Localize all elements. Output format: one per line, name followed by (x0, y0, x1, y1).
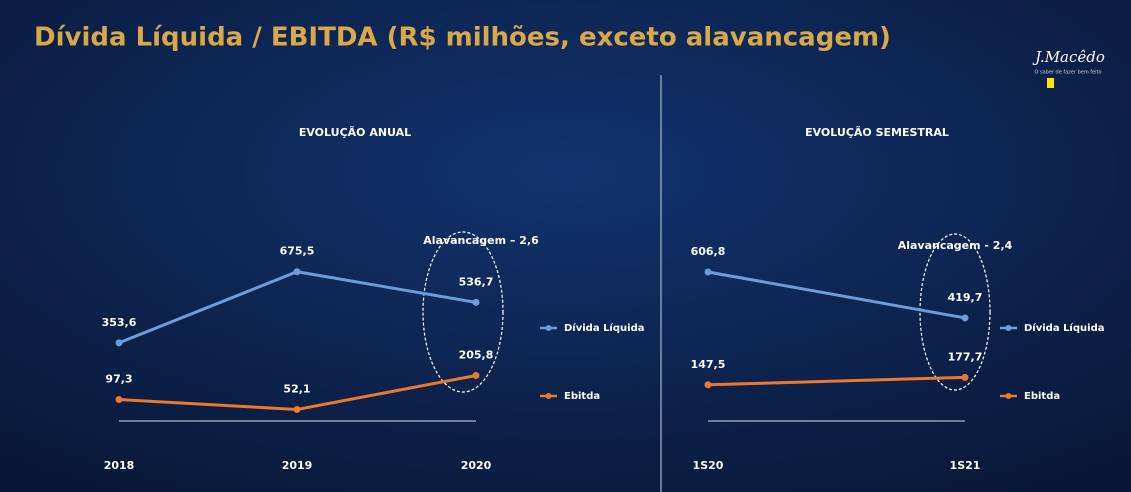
highlight-ellipse (422, 231, 504, 393)
legend-label: Dívida Líquida (564, 322, 644, 334)
value-label: 97,3 (105, 372, 132, 385)
legend-marker (545, 325, 552, 331)
chart-title: EVOLUÇÃO ANUAL (299, 126, 411, 139)
legend-label: Ebitda (1024, 391, 1060, 402)
point (293, 405, 301, 413)
legend-label: Ebitda (564, 391, 600, 402)
value-label: 353,6 (102, 316, 137, 329)
slide-title: Dívida Líquida / EBITDA (R$ milhões, exc… (34, 23, 891, 53)
x-tick-label: 1S20 (693, 459, 724, 472)
x-tick-label: 2018 (104, 459, 135, 472)
point (704, 268, 712, 276)
point (115, 339, 123, 347)
highlight-ellipse (919, 233, 991, 391)
point (704, 381, 712, 389)
annotation: Alavancagem - 2,4 (898, 239, 1013, 252)
chart-title: EVOLUÇÃO SEMESTRAL (805, 126, 949, 139)
logo: J.Macêdo (1032, 48, 1105, 66)
x-tick-label: 1S21 (950, 459, 981, 472)
series-line (707, 375, 966, 387)
logo-tagline: O saber de fazer bem feito (1034, 70, 1101, 76)
series-line (707, 270, 966, 320)
value-label: 675,5 (280, 245, 315, 258)
legend-marker (1005, 393, 1012, 399)
value-label: 536,7 (459, 275, 494, 288)
x-tick-label: 2020 (461, 459, 492, 472)
value-label: 606,8 (691, 245, 726, 258)
value-label: 177,7 (948, 350, 983, 363)
legend-marker (1005, 325, 1012, 331)
value-label: 147,5 (691, 358, 726, 371)
value-label: 52,1 (283, 382, 310, 395)
x-tick-label: 2019 (282, 459, 313, 472)
annotation: Alavancagem – 2,6 (423, 234, 539, 247)
point (293, 268, 301, 276)
value-label: 205,8 (459, 349, 494, 362)
value-label: 419,7 (948, 291, 983, 304)
legend-marker (545, 393, 552, 399)
logo-accent (1047, 78, 1054, 88)
point (472, 372, 480, 380)
point (961, 314, 969, 322)
point (472, 298, 480, 306)
legend-label: Dívida Líquida (1024, 322, 1104, 334)
point (961, 373, 969, 381)
point (115, 395, 123, 403)
